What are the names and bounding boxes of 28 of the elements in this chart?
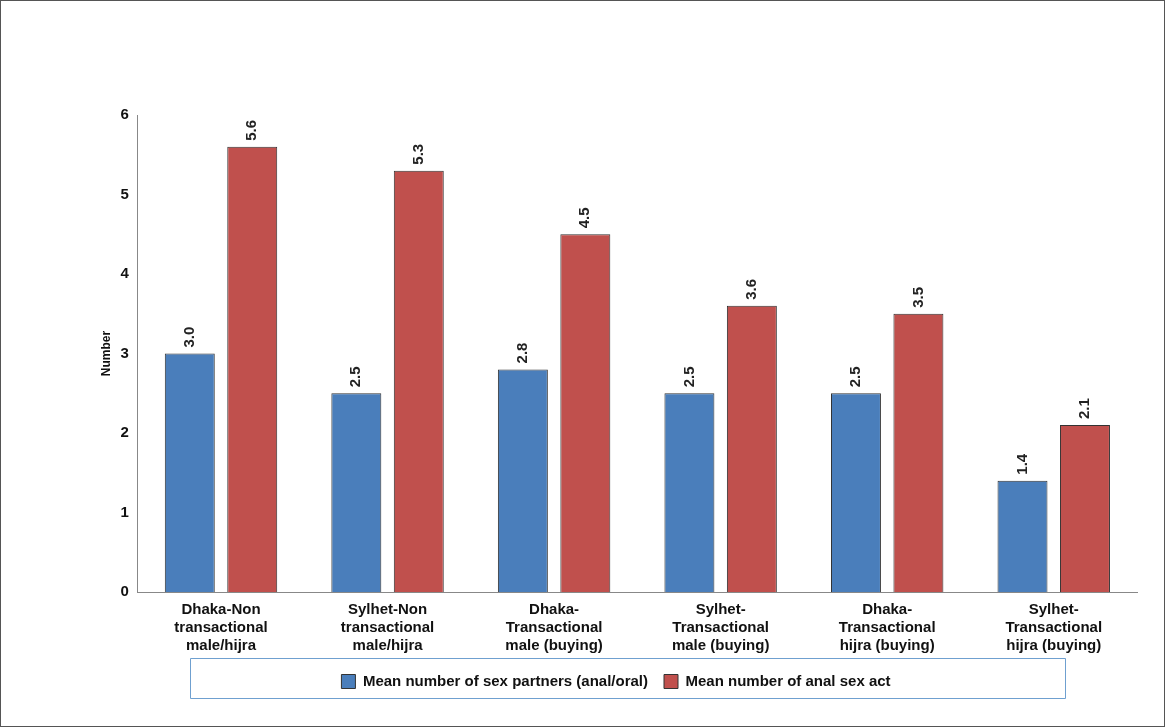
data-label: 3.6 <box>742 278 760 300</box>
x-tick-label: Dhaka- Transactional hijra (buying) <box>838 600 936 654</box>
data-label: 5.3 <box>408 143 426 165</box>
x-tick-label: Dhaka- Transactional male (buying) <box>505 600 603 654</box>
data-label: 2.5 <box>679 366 697 388</box>
y-tick-label: 4 <box>120 264 130 282</box>
data-label: 5.6 <box>242 119 260 141</box>
y-axis-title: Number <box>98 330 113 377</box>
data-label: 2.5 <box>346 366 364 388</box>
x-tick-label: Sylhet- Transactional male (buying) <box>671 600 770 654</box>
data-label: 1.4 <box>1012 453 1030 475</box>
y-tick-label: 2 <box>120 423 129 441</box>
x-tick-label: Sylhet- Transactional hijra (buying) <box>1005 600 1103 654</box>
y-tick-label: 3 <box>120 343 129 361</box>
data-label: 3.0 <box>179 326 197 348</box>
legend-label: Mean number of sex partners (anal/oral) <box>362 671 649 689</box>
data-label: 2.1 <box>1075 398 1093 420</box>
data-label: 4.5 <box>575 207 593 229</box>
data-label: 2.8 <box>513 342 531 364</box>
y-tick-label: 6 <box>120 105 129 123</box>
data-label: 2.5 <box>846 366 864 388</box>
legend-label: Mean number of anal sex act <box>685 671 891 689</box>
y-tick-label: 5 <box>120 184 129 202</box>
data-label: 3.5 <box>908 286 926 308</box>
x-tick-label: Dhaka-Non transactional male/hijra <box>174 600 268 654</box>
y-tick-label: 1 <box>120 502 129 520</box>
x-tick-label: Sylhet-Non transactional male/hijra <box>340 600 435 654</box>
y-tick-label: 0 <box>120 582 129 600</box>
